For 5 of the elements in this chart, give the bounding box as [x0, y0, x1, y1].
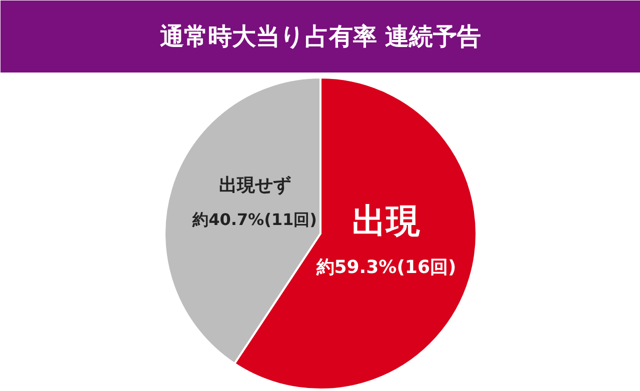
chart-title: 通常時大当り占有率 連続予告 — [158, 22, 482, 50]
slice-label: 出現せず — [218, 175, 291, 196]
slice-label: 出現 — [352, 201, 420, 242]
data-label: 約40.7%(11回) — [192, 210, 317, 230]
data-label: 約59.3%(16回) — [315, 256, 456, 278]
